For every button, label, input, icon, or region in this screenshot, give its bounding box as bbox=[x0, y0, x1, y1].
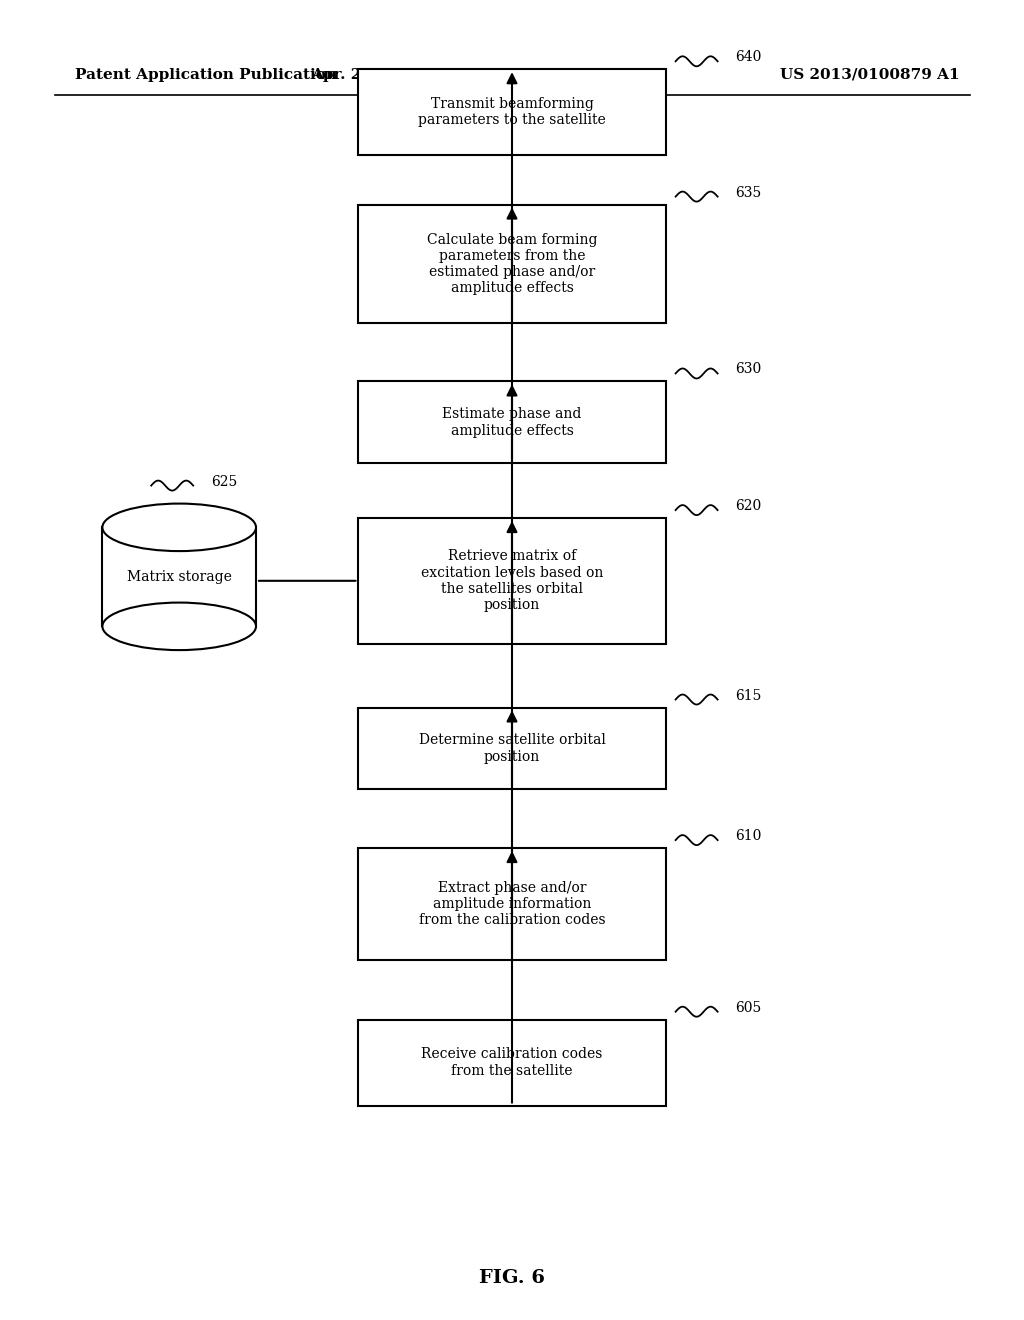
Text: 615: 615 bbox=[735, 689, 762, 702]
Text: 620: 620 bbox=[735, 499, 762, 513]
Ellipse shape bbox=[102, 602, 256, 651]
Bar bbox=[358, 205, 666, 323]
Text: 625: 625 bbox=[211, 475, 238, 488]
Text: US 2013/0100879 A1: US 2013/0100879 A1 bbox=[780, 69, 959, 82]
Text: 635: 635 bbox=[735, 186, 762, 199]
Bar bbox=[358, 70, 666, 156]
Bar bbox=[358, 849, 666, 961]
Text: Estimate phase and
amplitude effects: Estimate phase and amplitude effects bbox=[442, 408, 582, 437]
Text: Patent Application Publication: Patent Application Publication bbox=[75, 69, 337, 82]
Bar bbox=[358, 1020, 666, 1106]
Text: Extract phase and/or
amplitude information
from the calibration codes: Extract phase and/or amplitude informati… bbox=[419, 880, 605, 928]
Text: Retrieve matrix of
excitation levels based on
the satellites orbital
position: Retrieve matrix of excitation levels bas… bbox=[421, 549, 603, 612]
Bar bbox=[102, 528, 256, 627]
Text: Matrix storage: Matrix storage bbox=[127, 570, 231, 583]
Text: Transmit beamforming
parameters to the satellite: Transmit beamforming parameters to the s… bbox=[418, 98, 606, 127]
Text: Calculate beam forming
parameters from the
estimated phase and/or
amplitude effe: Calculate beam forming parameters from t… bbox=[427, 232, 597, 296]
Text: Determine satellite orbital
position: Determine satellite orbital position bbox=[419, 734, 605, 763]
Text: Apr. 25, 2013  Sheet 6 of 17: Apr. 25, 2013 Sheet 6 of 17 bbox=[311, 69, 549, 82]
Bar bbox=[358, 708, 666, 789]
Bar bbox=[358, 519, 666, 644]
Text: 630: 630 bbox=[735, 363, 762, 376]
Bar bbox=[358, 381, 666, 463]
Text: Receive calibration codes
from the satellite: Receive calibration codes from the satel… bbox=[421, 1048, 603, 1077]
Text: 640: 640 bbox=[735, 50, 762, 65]
Text: 605: 605 bbox=[735, 1001, 762, 1015]
Text: 610: 610 bbox=[735, 829, 762, 843]
Text: FIG. 6: FIG. 6 bbox=[479, 1269, 545, 1287]
Ellipse shape bbox=[102, 504, 256, 552]
